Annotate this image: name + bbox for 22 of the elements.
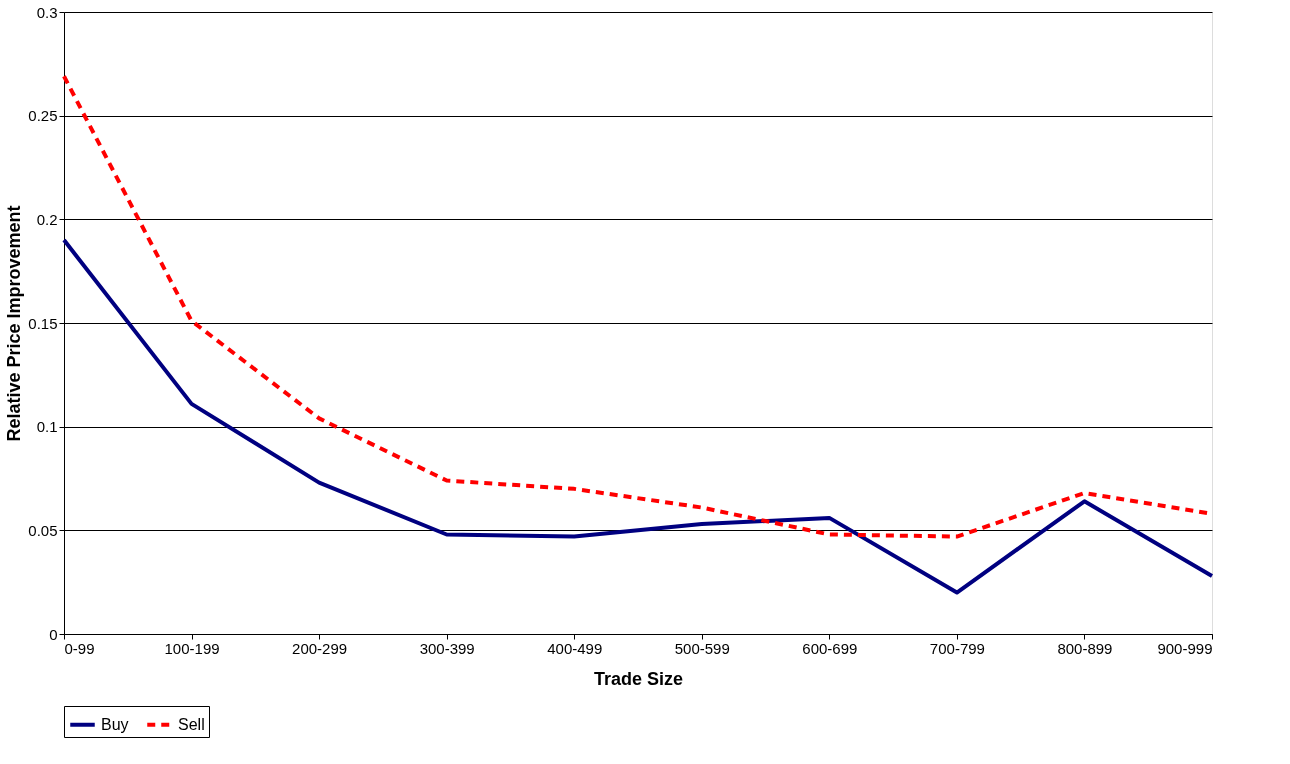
x-tick-label: 300-399 (419, 639, 475, 657)
y-tick-label: 0.3 (36, 3, 58, 21)
x-tick-label: 900-999 (1157, 639, 1213, 657)
y-tick-label: 0 (49, 625, 58, 643)
x-tick-label: 200-299 (292, 639, 348, 657)
line-series (62, 238, 1214, 595)
legend-label: Buy (101, 715, 129, 733)
x-tick-label: 400-499 (547, 639, 603, 657)
x-tick-label: 800-899 (1057, 639, 1113, 657)
y-tick-label: 0.05 (28, 521, 58, 539)
x-tick-label: 600-699 (802, 639, 858, 657)
y-tick-label: 0.25 (28, 107, 58, 125)
y-tick-label: 0.2 (36, 210, 58, 228)
y-tick-label: 0.15 (28, 314, 58, 332)
x-tick-label: 500-599 (674, 639, 730, 657)
x-tick-label: 700-799 (929, 639, 985, 657)
x-axis-title: Trade Size (593, 668, 684, 689)
x-tick-label: 0-99 (64, 639, 95, 657)
legend-label: Sell (178, 715, 205, 733)
x-tick-label: 100-199 (164, 639, 220, 657)
y-tick-label: 0.1 (36, 418, 58, 436)
y-axis-title: Relative Price Improvement (4, 205, 25, 442)
